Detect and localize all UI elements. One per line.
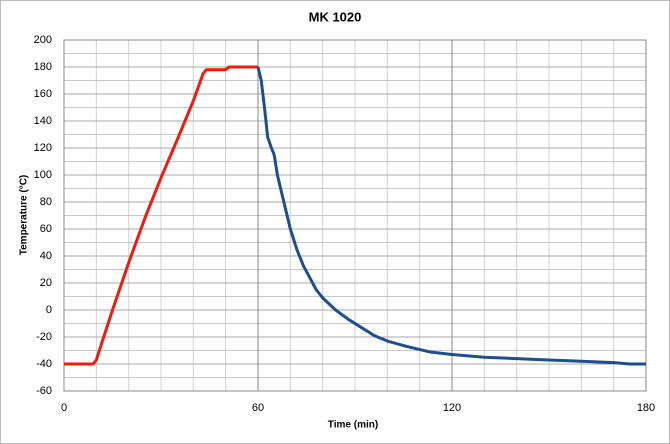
y-tick-label: 200	[34, 34, 52, 46]
x-tick-label: 120	[443, 402, 461, 414]
y-tick-label: 180	[34, 61, 52, 73]
x-axis-label: Time (min)	[328, 420, 378, 431]
data-line	[64, 65, 258, 366]
x-tick-label: 0	[61, 402, 67, 414]
x-tick-label: 60	[252, 402, 264, 414]
y-tick-label: -40	[36, 358, 52, 370]
y-axis-label: Temperature (°C)	[19, 175, 30, 256]
y-tick-label: 20	[40, 277, 52, 289]
y-tick-label: 120	[34, 142, 52, 154]
data-line	[256, 66, 646, 366]
y-tick-label: -60	[36, 385, 52, 397]
y-tick-label: 40	[40, 250, 52, 262]
y-tick-label: 140	[34, 115, 52, 127]
y-tick-label: 100	[34, 169, 52, 181]
y-tick-label: 160	[34, 88, 52, 100]
y-tick-label: 0	[46, 304, 52, 316]
plot-border	[63, 39, 647, 392]
x-tick-label: 180	[637, 402, 655, 414]
chart-title: MK 1020	[309, 9, 362, 24]
y-tick-label: 60	[40, 223, 52, 235]
y-tick-label: -20	[36, 331, 52, 343]
y-tick-label: 80	[40, 196, 52, 208]
